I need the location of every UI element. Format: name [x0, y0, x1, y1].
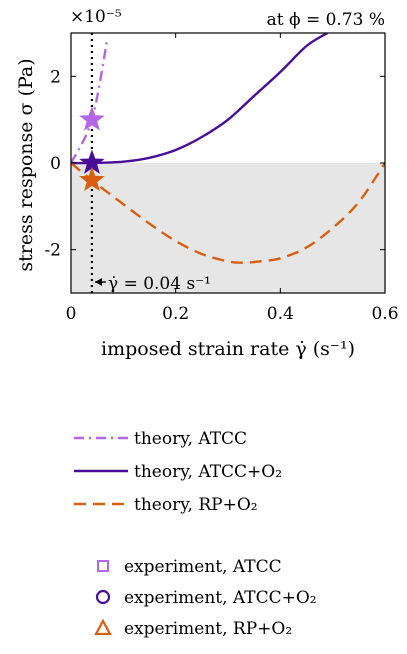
y-axis-label: stress response σ (Pa) — [15, 58, 37, 271]
y-multiplier-label: ×10⁻⁵ — [70, 7, 122, 27]
x-axis-label: imposed strain rate γ̇ (s⁻¹) — [101, 338, 355, 360]
vline-annotation: γ̇ = 0.04 s⁻¹ — [108, 274, 211, 294]
legend-experiment-label: experiment, ATCC+O₂ — [124, 588, 317, 608]
x-tick-label: 0 — [66, 304, 77, 324]
y-tick-label: 2 — [50, 67, 61, 87]
star-marker-2 — [79, 166, 105, 192]
series-line-2 — [71, 162, 385, 264]
legend-circle-marker — [95, 589, 111, 605]
vline-arrowhead — [94, 278, 102, 286]
series-line-1 — [71, 33, 329, 165]
phi-annotation: at ϕ = 0.73 % — [267, 10, 385, 30]
legend-experiment-label: experiment, ATCC — [124, 557, 282, 577]
y-tick-label: 0 — [50, 154, 61, 174]
y-tick-label: -2 — [44, 241, 61, 261]
legend-square-marker — [97, 560, 109, 572]
legend-experiment-label: experiment, RP+O₂ — [124, 619, 292, 639]
shaded-negative-region — [71, 163, 385, 293]
x-tick-label: 0.2 — [162, 304, 189, 324]
x-tick-label: 0.6 — [371, 304, 398, 324]
x-tick-label: 0.4 — [267, 304, 294, 324]
series-line-0 — [71, 37, 109, 164]
legend-theory-label: theory, ATCC — [134, 429, 247, 449]
legend-triangle-marker — [94, 618, 112, 636]
legend-theory-label: theory, ATCC+O₂ — [134, 462, 282, 482]
star-marker-0 — [79, 106, 105, 131]
legend-theory-label: theory, RP+O₂ — [134, 495, 258, 515]
